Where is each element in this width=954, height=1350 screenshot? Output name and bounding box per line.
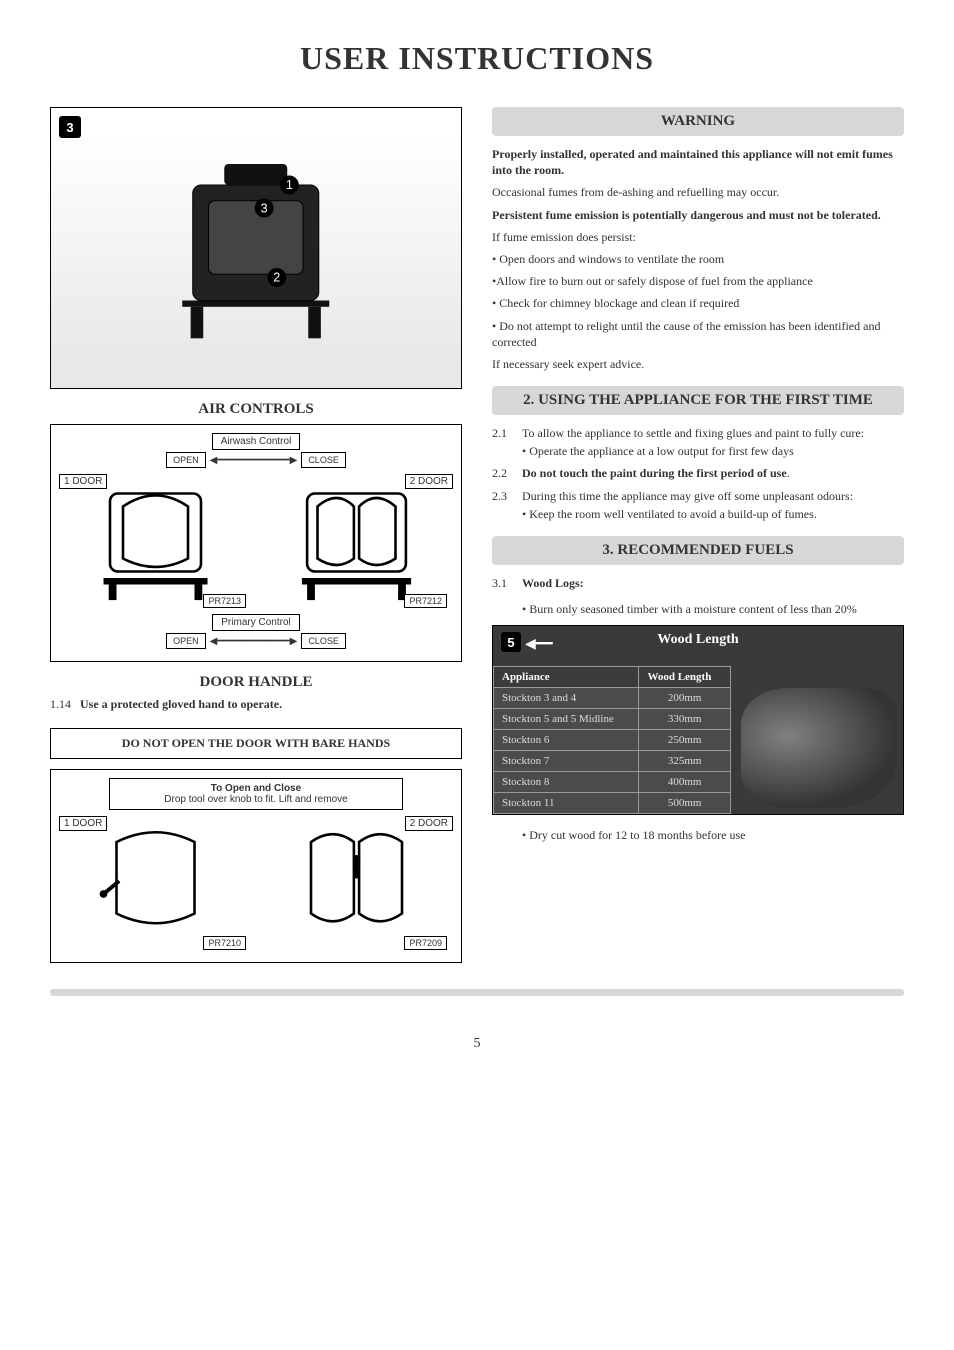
col-appliance: Appliance — [494, 667, 639, 688]
stove-2door-icon — [260, 474, 453, 604]
item-2-3: 2.3 During this time the appliance may g… — [492, 488, 904, 522]
warning-body: Properly installed, operated and maintai… — [492, 146, 904, 372]
svg-text:2: 2 — [273, 271, 280, 285]
open-label: OPEN — [166, 633, 206, 649]
two-door-label: 2 DOOR — [405, 816, 453, 831]
air-controls-title: AIR CONTROLS — [50, 401, 462, 418]
page-number: 5 — [50, 1036, 904, 1052]
stove-figure: 3 1 3 2 — [50, 107, 462, 389]
pr-label: PR7209 — [404, 936, 447, 950]
open-label: OPEN — [166, 452, 206, 468]
table-row: Stockton 7325mm — [494, 751, 731, 772]
table-row: Stockton 5 and 5 Midline330mm — [494, 709, 731, 730]
pr-label: PR7213 — [203, 594, 246, 608]
wood-length-table: Appliance Wood Length Stockton 3 and 420… — [493, 666, 731, 814]
air-controls-box: Airwash Control OPEN ◀━━━━━━━━━━━━▶ CLOS… — [50, 424, 462, 662]
footer-rule — [50, 989, 904, 996]
door-handle-title: DOOR HANDLE — [50, 674, 462, 691]
primary-label: Primary Control — [212, 614, 299, 631]
open-close-text: Drop tool over knob to fit. Lift and rem… — [164, 794, 347, 805]
open-close-title: To Open and Close — [211, 783, 301, 794]
svg-text:3: 3 — [261, 201, 268, 215]
wood-length-figure: 5 ◀━━ Wood Length Appliance Wood Length … — [492, 625, 904, 815]
wood-length-header: Wood Length — [493, 626, 903, 666]
stove-illustration: 1 3 2 — [102, 143, 410, 353]
table-row: Stockton 6250mm — [494, 730, 731, 751]
item-3-1: 3.1 Wood Logs: • Burn only seasoned timb… — [492, 575, 904, 617]
item-2-2: 2.2 Do not touch the paint during the fi… — [492, 465, 904, 481]
page-title: USER INSTRUCTIONS — [50, 40, 904, 77]
figure-badge: 3 — [59, 116, 81, 138]
pr-label: PR7210 — [203, 936, 246, 950]
svg-text:1: 1 — [286, 178, 293, 192]
wood-log-illustration — [741, 688, 897, 808]
door-2-icon — [260, 816, 453, 946]
section2-heading: 2. USING THE APPLIANCE FOR THE FIRST TIM… — [492, 386, 904, 415]
table-row: Stockton 11500mm — [494, 793, 731, 814]
two-door-label: 2 DOOR — [405, 474, 453, 489]
stove-1door-icon — [59, 474, 252, 604]
door-1-icon — [59, 816, 252, 946]
warning-heading: WARNING — [492, 107, 904, 136]
close-label: CLOSE — [301, 452, 346, 468]
table-row: Stockton 3 and 4200mm — [494, 688, 731, 709]
close-label: CLOSE — [301, 633, 346, 649]
pr-label: PR7212 — [404, 594, 447, 608]
section3-heading: 3. RECOMMENDED FUELS — [492, 536, 904, 565]
airwash-label: Airwash Control — [212, 433, 301, 450]
arrow-left-icon: ◀━━━━━━━━━━━━▶ — [210, 455, 298, 466]
arrow-icon: ◀━━━━━━━━━━━━▶ — [210, 636, 298, 647]
one-door-label: 1 DOOR — [59, 816, 107, 831]
door-handle-box: To Open and Close Drop tool over knob to… — [50, 769, 462, 963]
col-length: Wood Length — [639, 667, 730, 688]
bare-hands-warning: DO NOT OPEN THE DOOR WITH BARE HANDS — [50, 728, 462, 759]
item-dry-wood: • Dry cut wood for 12 to 18 months befor… — [492, 827, 904, 843]
item-2-1: 2.1 To allow the appliance to settle and… — [492, 425, 904, 459]
one-door-label: 1 DOOR — [59, 474, 107, 489]
table-row: Stockton 8400mm — [494, 772, 731, 793]
door-handle-instruction: 1.14 Use a protected gloved hand to oper… — [50, 697, 462, 712]
